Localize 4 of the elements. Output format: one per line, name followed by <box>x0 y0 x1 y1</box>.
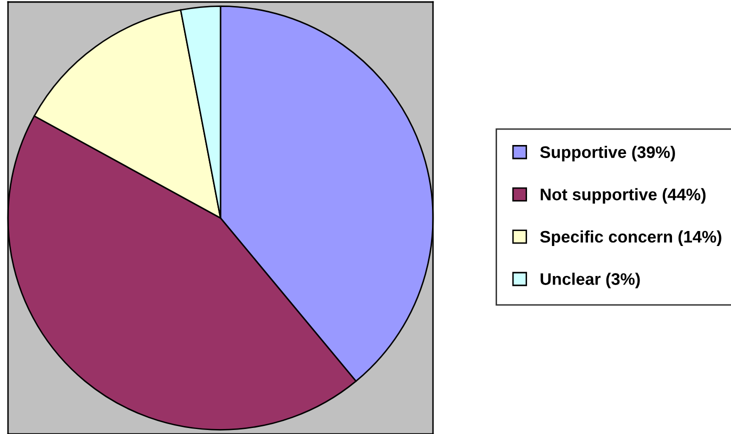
legend-label: Specific concern (14%) <box>540 230 722 246</box>
legend-label: Supportive (39%) <box>540 146 675 162</box>
legend-label: Unclear (3%) <box>540 272 640 288</box>
legend-label: Not supportive (44%) <box>540 188 706 204</box>
